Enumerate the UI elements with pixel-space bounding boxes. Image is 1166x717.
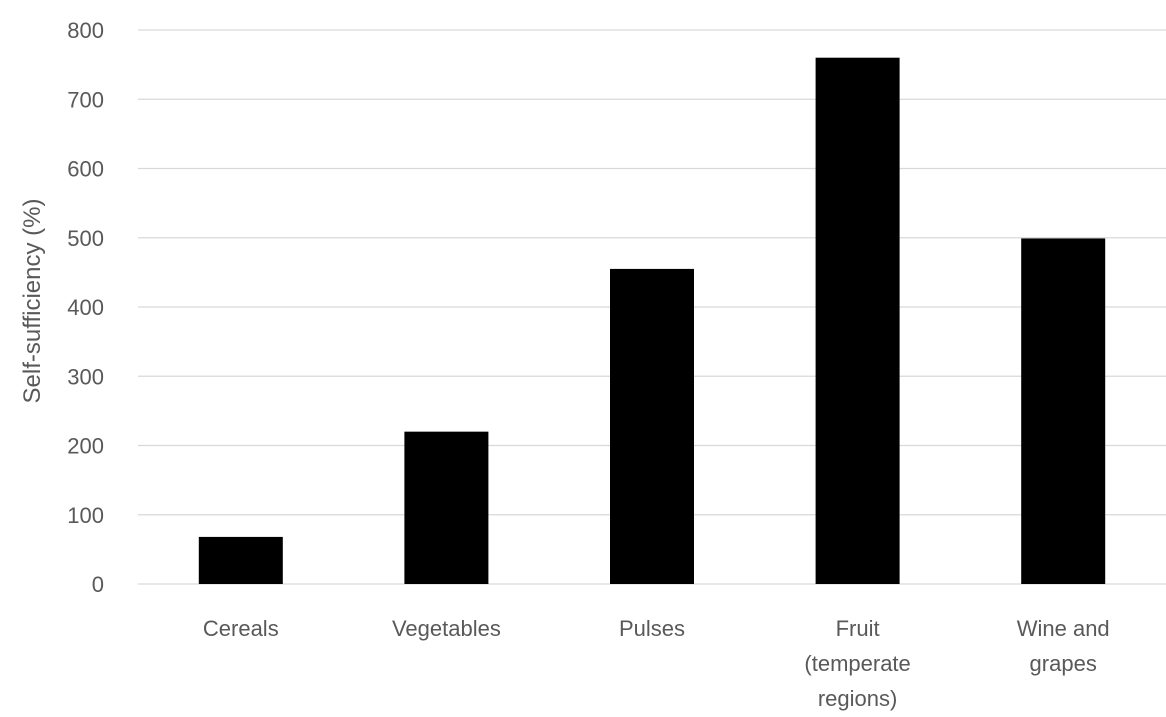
x-tick-label-line: regions) (818, 686, 897, 711)
bar-wine-and-grapes (1021, 238, 1106, 584)
x-tick-label: Vegetables (392, 616, 501, 641)
bar-pulses (610, 268, 694, 584)
bars (198, 57, 1106, 584)
x-tick-label: Cereals (203, 616, 279, 641)
y-tick-label: 700 (67, 87, 104, 112)
x-tick-label: Fruit (temperate regions) (804, 616, 910, 711)
bar-fruit-temperate-regions (815, 57, 900, 584)
y-tick-label: 800 (67, 18, 104, 43)
y-tick-label: 200 (67, 434, 104, 459)
y-tick-label: 500 (67, 226, 104, 251)
x-tick-label: Pulses (619, 616, 685, 641)
x-tick-label-line: Wine and (1017, 616, 1110, 641)
x-tick-label-line: Pulses (619, 616, 685, 641)
x-tick-label-line: Fruit (836, 616, 880, 641)
x-tick-label-line: Vegetables (392, 616, 501, 641)
y-tick-label: 100 (67, 503, 104, 528)
bar-cereals (198, 536, 283, 584)
y-axis-title: Self-sufficiency (%) (19, 199, 46, 404)
y-axis-ticks: 0 100 200 300 400 500 600 700 800 (67, 18, 104, 597)
y-tick-label: 400 (67, 295, 104, 320)
x-tick-label-line: (temperate (804, 651, 910, 676)
x-tick-label-line: Cereals (203, 616, 279, 641)
y-tick-label: 600 (67, 157, 104, 182)
x-tick-label: Wine and grapes (1017, 616, 1110, 676)
y-tick-label: 300 (67, 364, 104, 389)
y-tick-label: 0 (92, 572, 104, 597)
bar-vegetables (404, 431, 489, 584)
x-tick-label-line: grapes (1030, 651, 1097, 676)
x-axis-ticks: Cereals Vegetables Pulses Fruit (temperate re… (203, 616, 1110, 711)
